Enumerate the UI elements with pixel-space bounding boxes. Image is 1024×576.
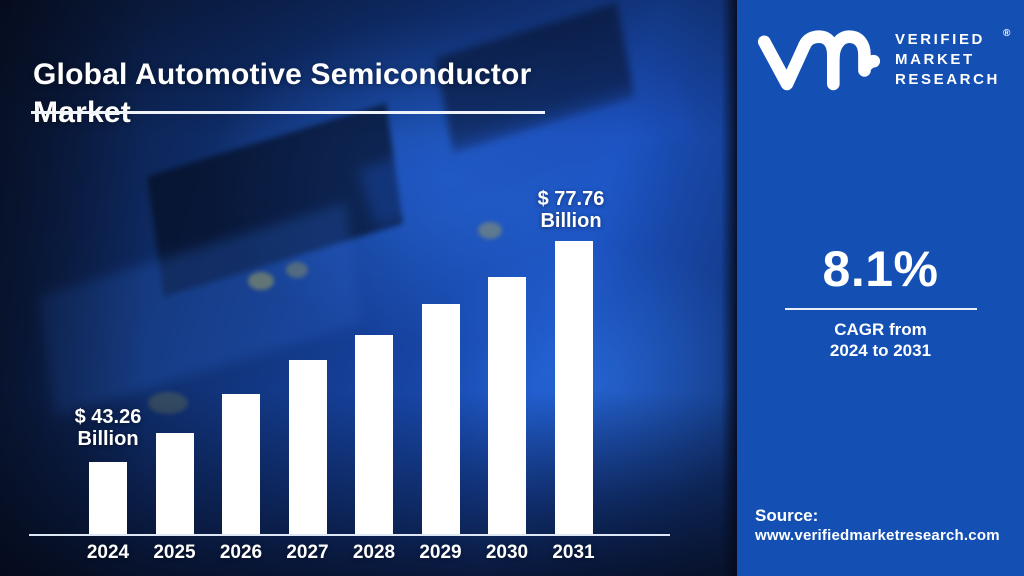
info-panel: VERIFIED MARKET RESEARCH ® 8.1% CAGR fro… xyxy=(737,0,1024,576)
bar-slot-2029: 2029 xyxy=(419,304,462,563)
bar-slot-2030: 2030 xyxy=(486,277,528,563)
cagr-caption: CAGR from 2024 to 2031 xyxy=(737,319,1024,361)
year-label-2024: 2024 xyxy=(86,542,130,563)
brand-name-line2: MARKET xyxy=(895,51,975,68)
year-label-2029: 2029 xyxy=(419,542,462,563)
cagr-divider-line xyxy=(784,308,977,310)
cagr-value: 8.1% xyxy=(822,241,939,297)
bar-2031 xyxy=(554,241,593,535)
year-label-2027: 2027 xyxy=(286,542,329,563)
source-url[interactable]: www.verifiedmarketresearch.com xyxy=(755,527,1000,544)
bar-slot-2025: 2025 xyxy=(153,433,196,563)
year-label-2026: 2026 xyxy=(219,542,263,563)
value-label-2024: $ 43.26 Billion xyxy=(60,406,156,450)
registered-trademark: ® xyxy=(1003,28,1011,39)
brand-block: VERIFIED MARKET RESEARCH ® xyxy=(737,0,1024,120)
bar-2025 xyxy=(155,433,194,535)
bar-2029 xyxy=(421,304,460,535)
x-axis-line xyxy=(29,534,670,536)
value-label-2031: $ 77.76 Billion xyxy=(523,188,619,232)
bar-slot-2028: 2028 xyxy=(353,335,395,563)
value-label-2024-amount: $ 43.26 xyxy=(74,406,142,428)
source-label: Source: xyxy=(755,506,819,525)
title-underline xyxy=(31,111,545,114)
year-label-2028: 2028 xyxy=(352,542,396,563)
source-block: Source: www.verifiedmarketresearch.com xyxy=(755,505,1000,546)
bar-slot-2031: 2031 xyxy=(552,241,595,563)
year-label-2030: 2030 xyxy=(485,542,529,563)
bar-2028 xyxy=(355,335,393,535)
cagr-block: 8.1% CAGR from 2024 to 2031 xyxy=(737,240,1024,361)
value-label-2024-unit: Billion xyxy=(77,428,139,450)
panel-edge-shadow xyxy=(721,0,737,576)
brand-name-line3: RESEARCH xyxy=(895,71,1000,88)
bar-2027 xyxy=(288,360,327,535)
cagr-caption-line2: 2024 to 2031 xyxy=(829,341,932,360)
page-title-line1: Global Automotive Semiconductor xyxy=(33,58,532,92)
value-label-2031-unit: Billion xyxy=(540,210,602,232)
bar-slot-2026: 2026 xyxy=(220,394,262,563)
bar-slot-2024: 2024 xyxy=(87,462,129,563)
value-label-2031-amount: $ 77.76 xyxy=(537,188,605,210)
bar-slot-2027: 2027 xyxy=(286,360,329,563)
vmr-monogram-icon xyxy=(757,30,881,91)
brand-name-line1: VERIFIED xyxy=(895,31,985,48)
year-label-2031: 2031 xyxy=(552,542,595,563)
bar-2024 xyxy=(89,462,127,535)
bar-2030 xyxy=(488,277,526,535)
chart-section: Global Automotive Semiconductor Market $… xyxy=(0,0,737,576)
cagr-caption-line1: CAGR from xyxy=(834,320,927,339)
page-title: Global Automotive Semiconductor Market xyxy=(33,56,531,132)
bars-container: 2024 2025 2026 2027 2028 2029 2030 2031 xyxy=(87,241,595,563)
bar-2026 xyxy=(222,394,260,535)
brand-name: VERIFIED MARKET RESEARCH xyxy=(895,30,1000,90)
year-label-2025: 2025 xyxy=(153,542,196,563)
